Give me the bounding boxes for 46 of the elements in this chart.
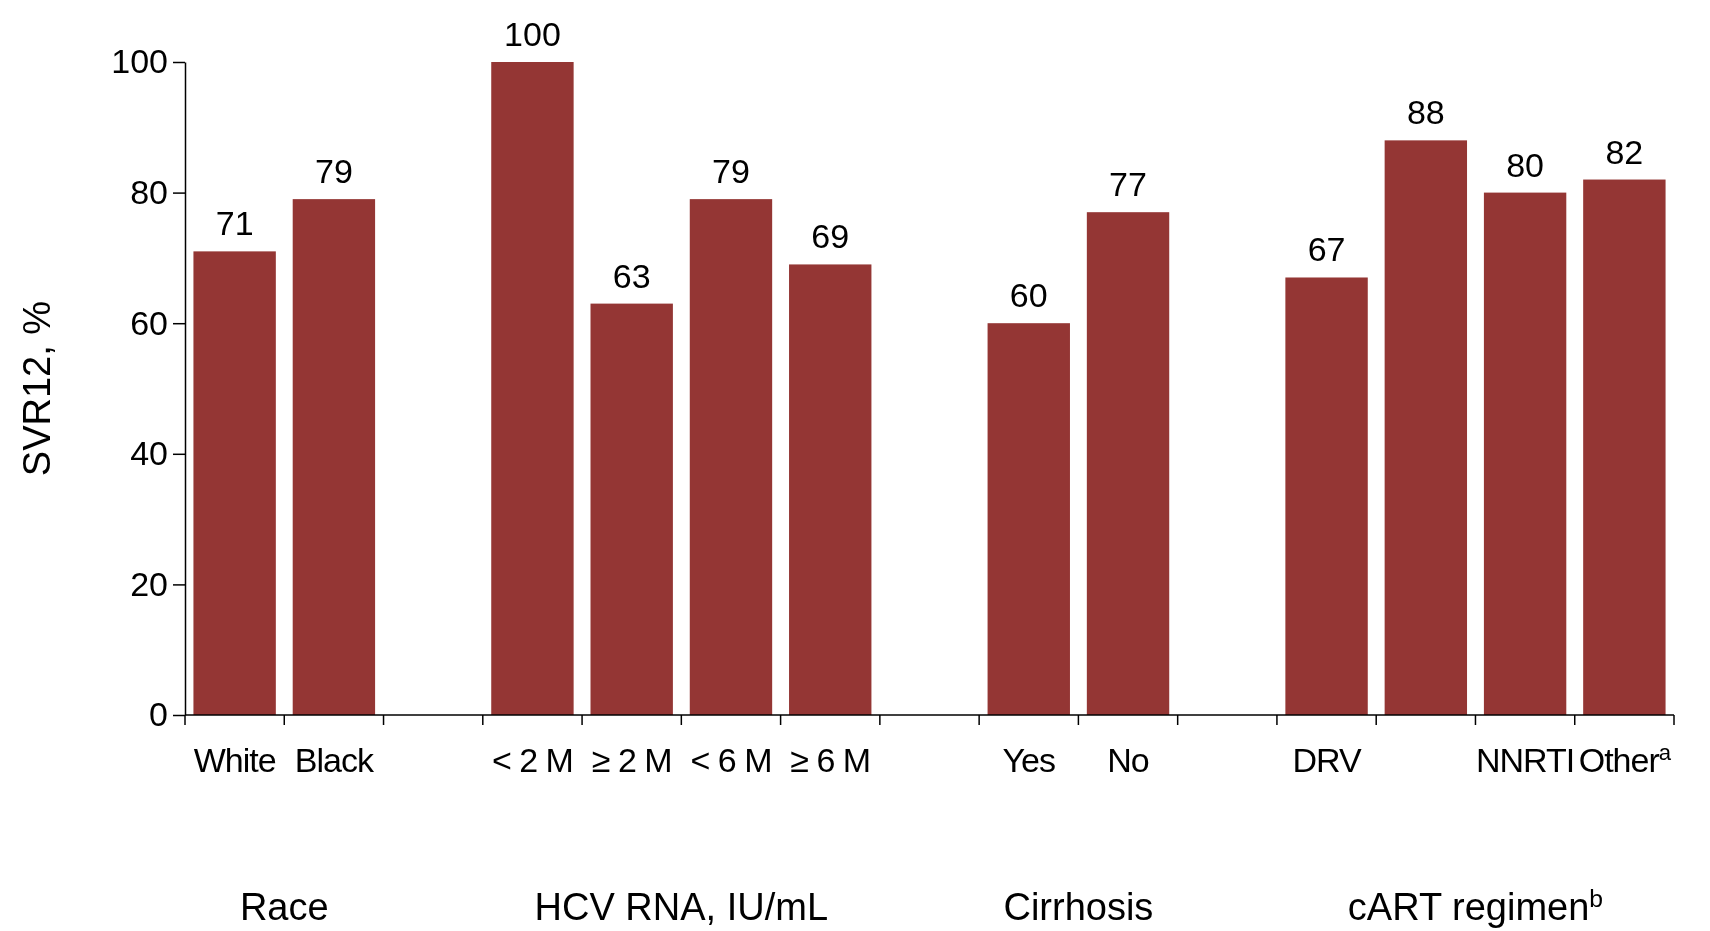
- data-label: 60: [1009, 276, 1048, 315]
- x-tick-label: < 2 M: [491, 741, 573, 779]
- y-tick-label: 60: [130, 303, 168, 342]
- bar: [1285, 277, 1368, 715]
- data-label: 82: [1605, 132, 1644, 171]
- y-tick-label: 40: [130, 434, 168, 473]
- data-label: 79: [712, 152, 750, 191]
- bar: [689, 199, 773, 715]
- y-tick-label: 100: [111, 42, 168, 81]
- x-tick-label: Other$^{a}$: [1578, 739, 1672, 779]
- bar: [1384, 140, 1468, 715]
- data-label: 100: [504, 15, 561, 53]
- data-label: 88: [1406, 93, 1445, 132]
- data-label: 77: [1109, 165, 1147, 204]
- x-tick-label: Black: [294, 741, 375, 779]
- x-tick-label: < 6 M: [690, 741, 772, 779]
- x-tick-label: No: [1107, 741, 1149, 779]
- x-tick-label: DRV: [1292, 741, 1362, 779]
- bar: [987, 323, 1070, 715]
- bar: [491, 62, 574, 715]
- bar: [590, 303, 673, 715]
- text: HCV RNA, IU/mL: [534, 886, 829, 928]
- text: Race: [239, 886, 329, 928]
- bar: [1583, 179, 1666, 715]
- y-tick-label: 20: [130, 564, 168, 603]
- data-label: 71: [215, 204, 254, 243]
- bar: [1483, 192, 1567, 715]
- text: cART regimen$^{b}$: [1347, 884, 1604, 928]
- x-tick-label: Yes: [1002, 741, 1055, 779]
- bar: [789, 264, 872, 715]
- text: Cirrhosis: [1003, 886, 1154, 928]
- y-axis-title: SVR12, %: [16, 300, 58, 477]
- data-label: 79: [314, 152, 353, 191]
- x-tick-label: ≥ 6 M: [790, 741, 871, 779]
- bar: [1086, 212, 1170, 715]
- x-tick-label: ≥ 2 M: [591, 741, 672, 779]
- bar: [292, 199, 376, 715]
- x-tick-label: NNRTI: [1475, 741, 1575, 779]
- data-label: 67: [1307, 230, 1346, 269]
- data-label: 69: [811, 217, 850, 256]
- data-label: 80: [1506, 145, 1545, 184]
- data-label: 63: [612, 256, 651, 295]
- bar: [193, 251, 276, 715]
- y-tick-label: 80: [130, 172, 168, 211]
- y-tick-label: 0: [149, 695, 168, 734]
- x-tick-label: White: [193, 741, 276, 779]
